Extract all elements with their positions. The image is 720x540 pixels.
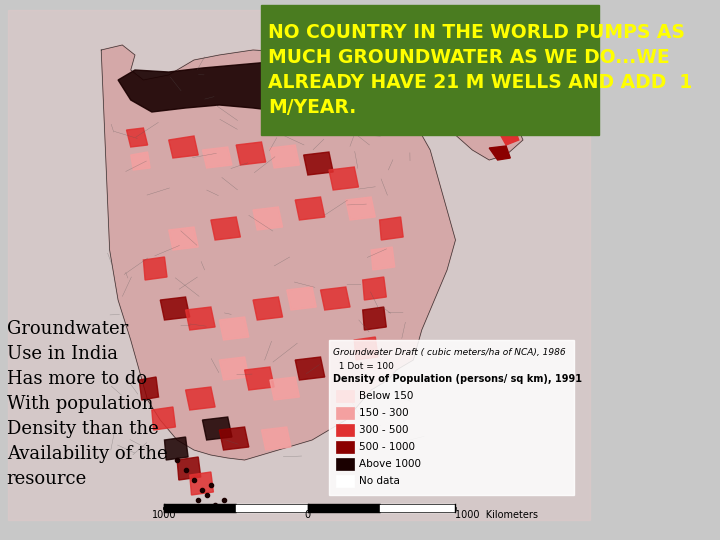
Polygon shape — [438, 95, 523, 160]
Polygon shape — [363, 307, 387, 330]
Bar — [336, 441, 354, 453]
Text: 1000: 1000 — [152, 510, 176, 520]
Polygon shape — [118, 62, 388, 130]
Polygon shape — [456, 118, 481, 135]
Polygon shape — [498, 128, 518, 145]
Polygon shape — [102, 45, 456, 460]
Polygon shape — [131, 152, 150, 170]
Polygon shape — [177, 457, 201, 480]
Text: 1 Dot = 100: 1 Dot = 100 — [333, 362, 394, 371]
Text: Groundwater Draft ( cubic meters/ha of NCA), 1986: Groundwater Draft ( cubic meters/ha of N… — [333, 348, 566, 357]
Text: 300 - 500: 300 - 500 — [359, 425, 409, 435]
Polygon shape — [245, 367, 274, 390]
Polygon shape — [270, 377, 300, 400]
Text: 0: 0 — [305, 510, 311, 520]
Polygon shape — [220, 317, 249, 340]
Polygon shape — [472, 103, 498, 118]
Text: Above 1000: Above 1000 — [359, 459, 421, 469]
Polygon shape — [354, 337, 378, 360]
Polygon shape — [270, 145, 300, 168]
Text: Below 150: Below 150 — [359, 391, 414, 401]
Polygon shape — [161, 297, 190, 320]
Polygon shape — [211, 217, 240, 240]
Polygon shape — [295, 357, 325, 380]
Polygon shape — [139, 377, 158, 400]
Polygon shape — [253, 297, 282, 320]
Polygon shape — [346, 197, 375, 220]
Polygon shape — [489, 146, 510, 160]
Text: Density of Population (persons/ sq km), 1991: Density of Population (persons/ sq km), … — [333, 374, 582, 384]
Bar — [336, 407, 354, 419]
Polygon shape — [329, 167, 359, 190]
Polygon shape — [143, 257, 167, 280]
Bar — [336, 390, 354, 402]
Polygon shape — [168, 227, 198, 250]
Polygon shape — [168, 136, 198, 158]
Text: Groundwater
Use in India
Has more to do
With population
Density than the
Availab: Groundwater Use in India Has more to do … — [6, 320, 167, 488]
Bar — [336, 458, 354, 470]
Polygon shape — [295, 197, 325, 220]
Bar — [261, 5, 599, 135]
Text: NO COUNTRY IN THE WORLD PUMPS AS
MUCH GROUNDWATER AS WE DO...WE
ALREADY HAVE 21 : NO COUNTRY IN THE WORLD PUMPS AS MUCH GR… — [269, 23, 693, 117]
Text: 150 - 300: 150 - 300 — [359, 408, 409, 418]
Polygon shape — [190, 472, 213, 495]
Polygon shape — [220, 357, 249, 380]
Polygon shape — [186, 387, 215, 410]
Polygon shape — [253, 207, 282, 230]
Polygon shape — [371, 247, 395, 270]
Polygon shape — [202, 417, 232, 440]
Polygon shape — [186, 307, 215, 330]
Polygon shape — [287, 287, 316, 310]
Polygon shape — [363, 277, 387, 300]
Polygon shape — [152, 407, 176, 430]
Polygon shape — [164, 437, 188, 460]
Polygon shape — [202, 147, 232, 168]
Polygon shape — [261, 427, 291, 450]
Text: 1000  Kilometers: 1000 Kilometers — [456, 510, 539, 520]
Polygon shape — [127, 128, 148, 147]
Polygon shape — [304, 152, 333, 175]
Bar — [329, 340, 574, 495]
Polygon shape — [379, 217, 403, 240]
Polygon shape — [220, 427, 249, 450]
Text: No data: No data — [359, 476, 400, 486]
Polygon shape — [320, 287, 350, 310]
Text: 500 - 1000: 500 - 1000 — [359, 442, 415, 452]
Bar — [336, 475, 354, 487]
Polygon shape — [236, 142, 266, 165]
Bar — [336, 424, 354, 436]
